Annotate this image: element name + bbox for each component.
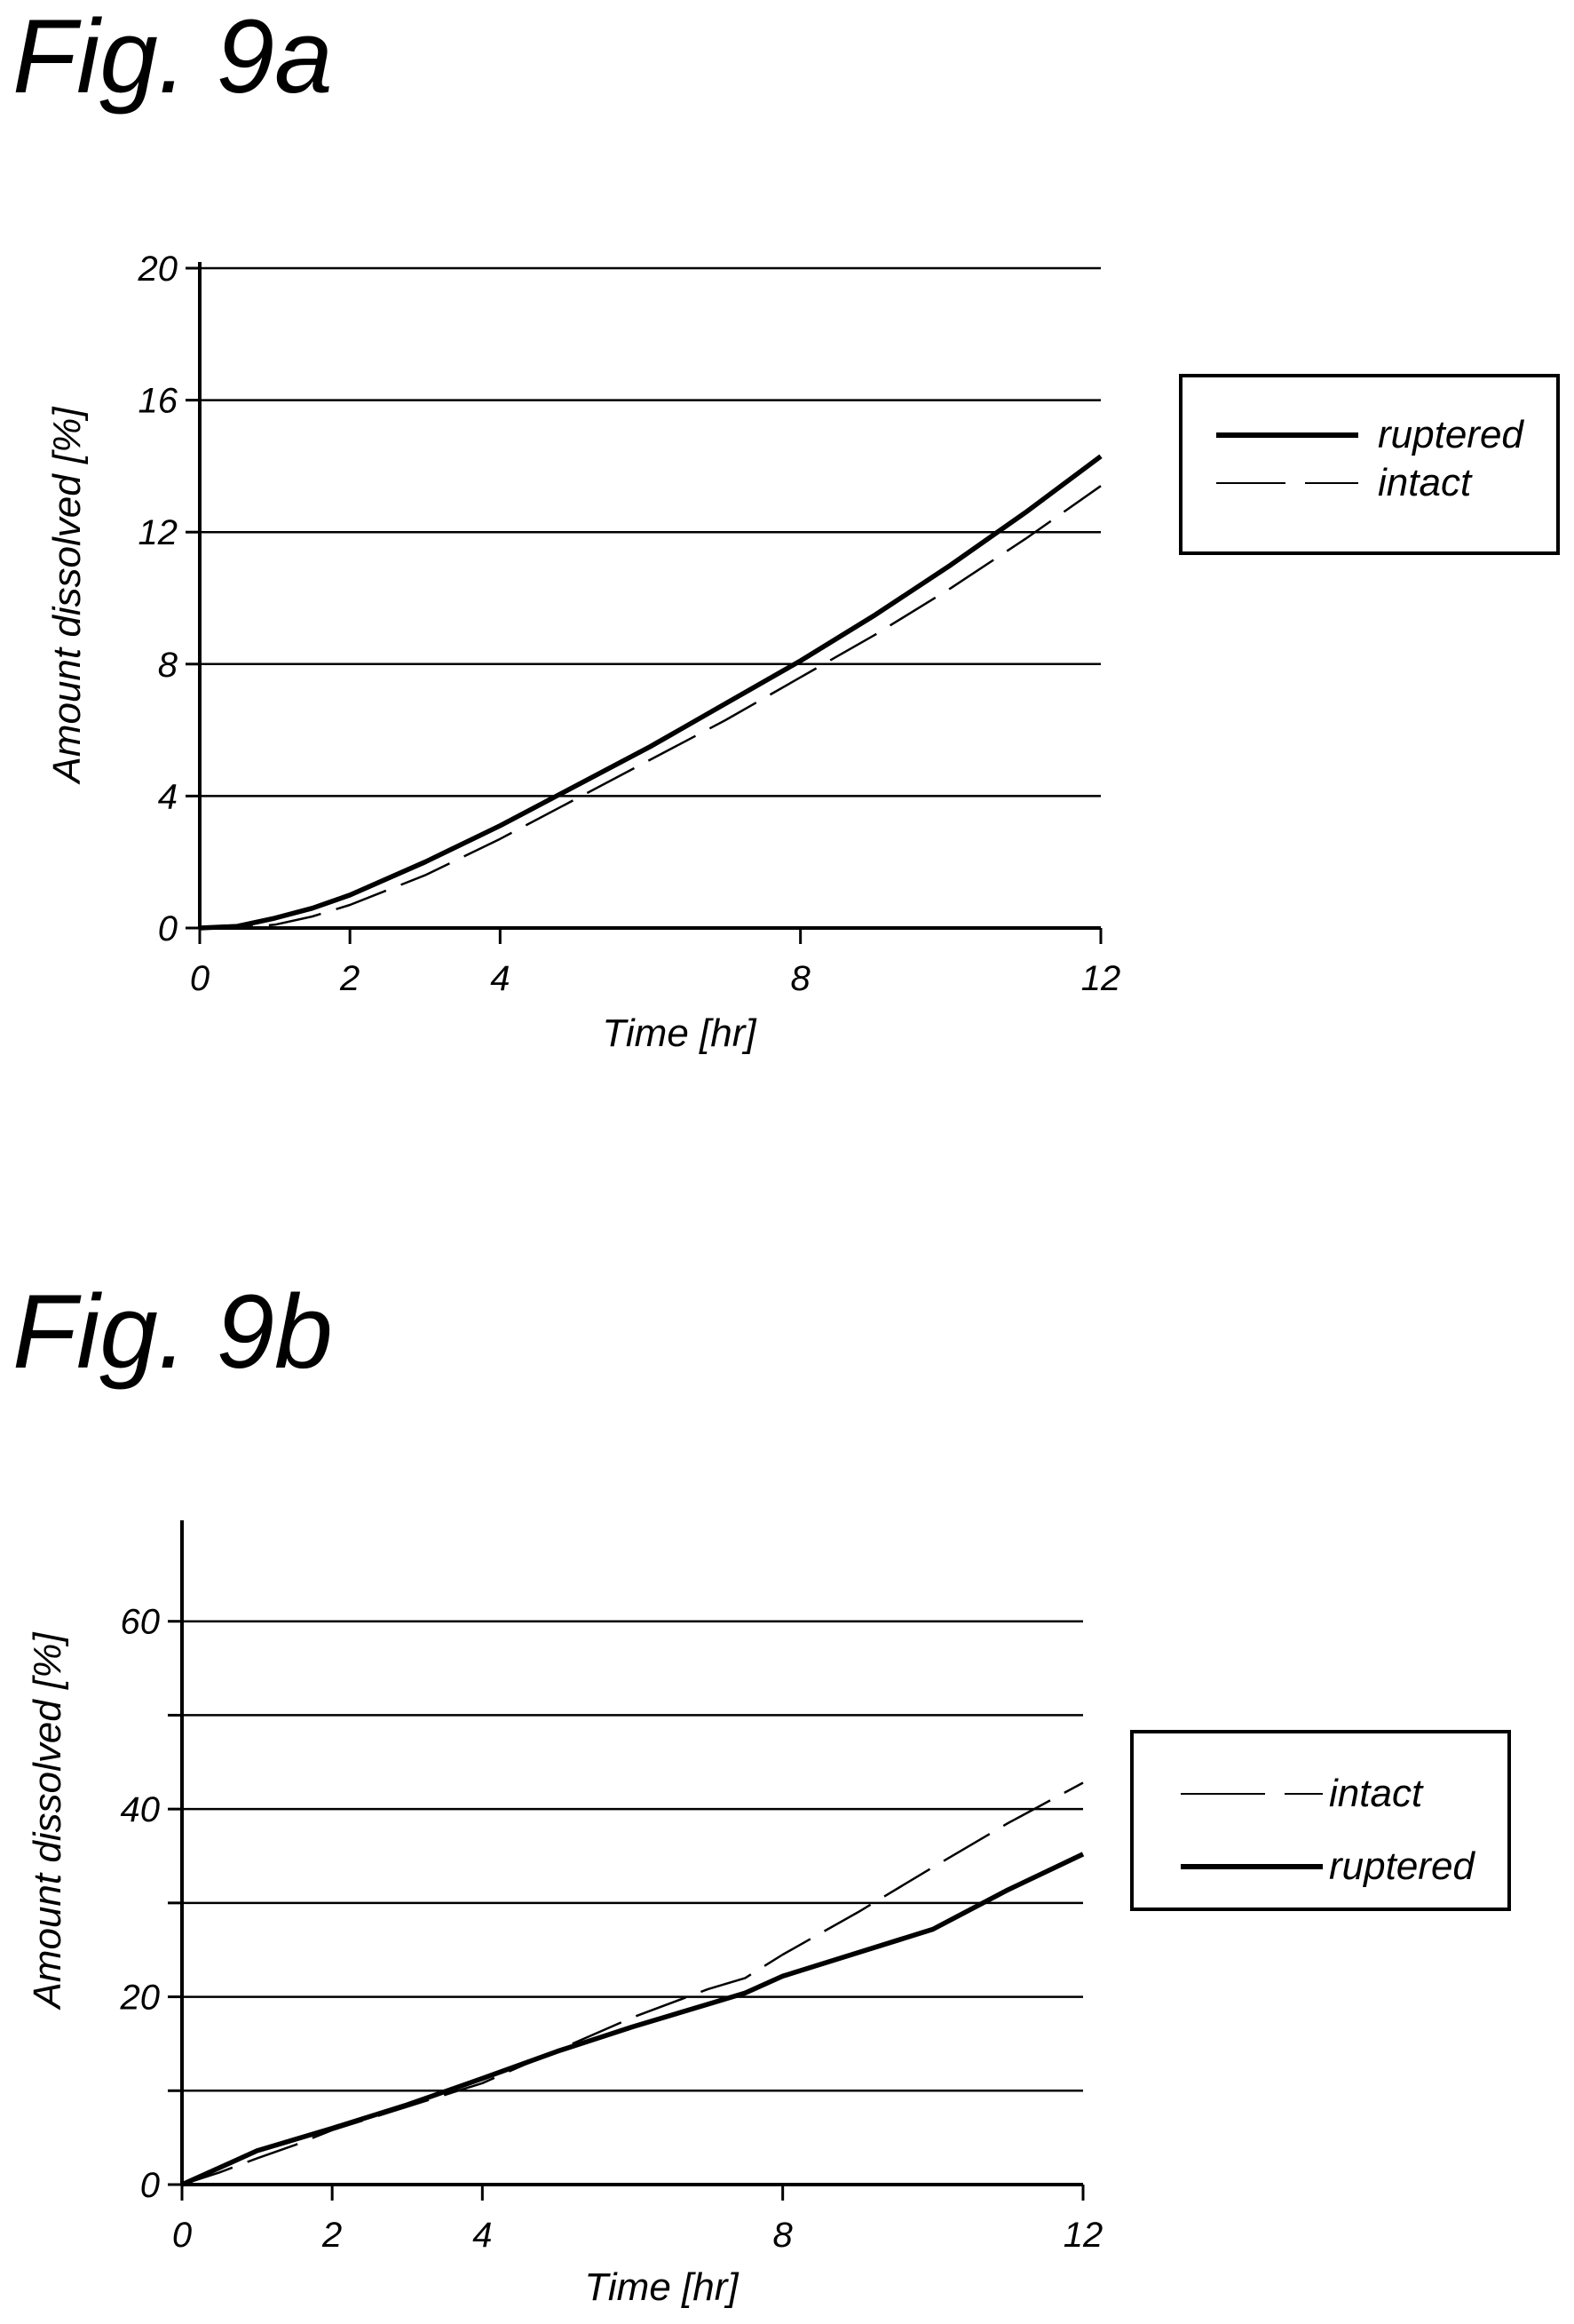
y-tick-label: 0 (140, 2166, 160, 2205)
chart-9b: 0 20 40 60 0 2 4 8 12 Time [hr] Amount dissolve… (26, 1520, 1511, 2309)
x-tick-label: 2 (321, 2216, 342, 2255)
y-tick-label: 12 (138, 513, 178, 552)
figure-title-9a: Fig. 9a (12, 0, 333, 115)
x-tick-label: 8 (773, 2216, 794, 2255)
y-tick-label: 40 (121, 1790, 161, 1829)
legend-frame-9a (1179, 374, 1560, 555)
legend-label-ruptered-9b: ruptered (1329, 1844, 1475, 1888)
y-tick-label: 16 (138, 382, 178, 421)
x-tick-label: 2 (339, 959, 360, 998)
y-axis-title-9b: Amount dissolved [%] (26, 1631, 69, 2011)
y-tick-label: 0 (158, 909, 178, 948)
x-axis-title-9b: Time [hr] (584, 2265, 740, 2309)
series-line-intact-9b (181, 1781, 1084, 2186)
legend-label-intact-9b: intact (1329, 1772, 1424, 1815)
chart-9a: 0 4 8 12 16 20 0 2 4 8 12 Time [hr] Amount dissol… (45, 250, 1560, 1055)
y-tick-label: 60 (121, 1603, 161, 1642)
legend-9b: intact ruptered (1130, 1730, 1511, 1911)
x-tick-label: 0 (172, 2216, 192, 2255)
x-axis-title-9a: Time [hr] (602, 1011, 757, 1055)
series-line-intact-9a (200, 485, 1102, 930)
x-tick-label: 8 (791, 959, 811, 998)
y-tick-label: 20 (138, 250, 178, 289)
x-tick-label: 0 (190, 959, 210, 998)
x-tick-label: 4 (472, 2216, 492, 2255)
y-tick-label: 8 (158, 646, 178, 685)
figure-title-9b: Fig. 9b (12, 1273, 333, 1391)
legend-9a: ruptered intact (1179, 374, 1560, 555)
x-tick-label: 4 (490, 959, 510, 998)
legend-label-ruptered-9a: ruptered (1378, 413, 1524, 456)
series-line-ruptered-9a (199, 454, 1103, 931)
y-tick-label: 4 (158, 777, 178, 816)
x-tick-label: 12 (1064, 2216, 1103, 2255)
legend-label-intact-9a: intact (1378, 461, 1473, 504)
series-line-ruptered-9b (180, 1852, 1085, 2187)
y-tick-label: 20 (120, 1979, 161, 2018)
x-tick-label: 12 (1081, 959, 1121, 998)
y-axis-title-9a: Amount dissolved [%] (45, 406, 89, 786)
legend-frame-9b (1130, 1730, 1511, 1911)
